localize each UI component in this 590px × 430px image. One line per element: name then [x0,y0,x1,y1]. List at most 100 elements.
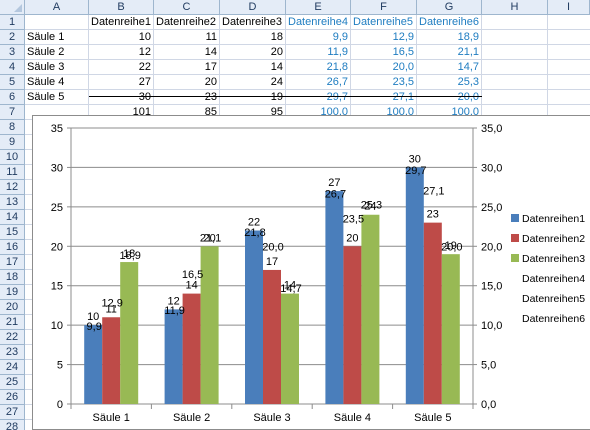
header-cell[interactable]: Datenreihe1 [91,16,151,28]
y2-tick-label: 30,0 [481,162,502,174]
row-header-9[interactable]: 9 [0,135,25,150]
value-cell[interactable]: 22 [138,61,151,73]
value-cell[interactable]: 25,3 [457,76,479,88]
grid-row-line [25,29,590,30]
row-header-23[interactable]: 23 [0,345,25,360]
bar-datenreihen3 [361,214,380,404]
value-cell[interactable]: 21,8 [326,61,348,73]
row-label-cell[interactable]: Säule 4 [27,76,65,88]
bar-datenreihen2 [343,246,362,404]
value-cell[interactable]: 16,5 [392,46,414,58]
secondary-data-label: 16,5 [182,269,203,281]
row-header-5[interactable]: 5 [0,75,25,90]
row-header-4[interactable]: 4 [0,60,25,75]
row-header-22[interactable]: 22 [0,330,25,345]
column-header-b[interactable]: B [89,0,154,15]
column-header-g[interactable]: G [417,0,482,15]
row-header-12[interactable]: 12 [0,180,25,195]
secondary-data-label: 18,9 [119,250,140,262]
value-cell[interactable]: 20 [204,76,217,88]
value-cell[interactable]: 30 [138,91,151,103]
row-header-28[interactable]: 28 [0,420,25,430]
bar-datenreihen1 [164,309,183,404]
secondary-data-label: 29,7 [405,165,426,177]
y-tick-label: 10 [51,320,63,332]
bar-data-label: 24 [364,201,376,213]
bar-data-label: 23 [427,209,439,221]
row-label-cell[interactable]: Säule 2 [27,46,65,58]
value-cell[interactable]: 27,1 [392,91,414,103]
value-cell[interactable]: 18 [270,31,283,43]
column-header-c[interactable]: C [154,0,220,15]
value-cell[interactable]: 21,1 [457,46,479,58]
value-cell[interactable]: 12,9 [392,31,414,43]
row-header-26[interactable]: 26 [0,390,25,405]
header-cell[interactable]: Datenreihe5 [353,16,413,28]
row-header-14[interactable]: 14 [0,210,25,225]
value-cell[interactable]: 11,9 [327,46,348,58]
row-header-6[interactable]: 6 [0,90,25,105]
bar-datenreihen2 [263,269,281,404]
row-header-7[interactable]: 7 [0,105,25,120]
row-label-cell[interactable]: Säule 5 [27,91,65,103]
value-cell[interactable]: 23 [204,91,217,103]
row-header-20[interactable]: 20 [0,300,25,315]
column-header-i[interactable]: I [548,0,590,15]
legend-label: Datenreihen3 [522,253,585,265]
bar-data-label: 22 [248,217,260,229]
column-header-f[interactable]: F [351,0,417,15]
row-header-3[interactable]: 3 [0,45,25,60]
value-cell[interactable]: 20,0 [392,61,414,73]
value-cell[interactable]: 14 [270,61,283,73]
value-cell[interactable]: 10 [138,31,151,43]
value-cell[interactable]: 26,7 [326,76,348,88]
legend-label: Datenreihen6 [522,313,585,325]
row-label-cell[interactable]: Säule 1 [27,31,65,43]
value-cell[interactable]: 27 [138,76,151,88]
row-header-1[interactable]: 1 [0,15,25,30]
header-cell[interactable]: Datenreihe2 [156,16,216,28]
value-cell[interactable]: 14 [204,46,217,58]
value-cell[interactable]: 19 [270,91,283,103]
value-cell[interactable]: 23,5 [392,76,414,88]
value-cell[interactable]: 20 [270,46,283,58]
row-header-8[interactable]: 8 [0,120,25,135]
row-header-2[interactable]: 2 [0,30,25,45]
value-cell[interactable]: 14,7 [457,61,479,73]
value-cell[interactable]: 18,9 [457,31,479,43]
column-header-h[interactable]: H [482,0,548,15]
select-all-corner[interactable] [0,0,25,15]
secondary-data-label: 21,8 [244,227,265,239]
header-cell[interactable]: Datenreihe3 [222,16,282,28]
secondary-data-label: 11,9 [164,305,185,317]
column-header-d[interactable]: D [220,0,286,15]
value-cell[interactable]: 29,7 [326,91,348,103]
value-cell[interactable]: 9,9 [332,31,348,43]
column-chart[interactable]: 0 5 10 15 20 25 30 35 0,0 5,0 10,0 15,0 20,0 25,0 30,0… [32,115,590,430]
row-header-21[interactable]: 21 [0,315,25,330]
legend-label: Datenreihen2 [522,233,585,245]
row-header-19[interactable]: 19 [0,285,25,300]
header-cell[interactable]: Datenreihe4 [288,16,348,28]
bar-data-label: 20 [346,232,358,244]
row-header-18[interactable]: 18 [0,270,25,285]
column-header-a[interactable]: A [25,0,89,15]
value-cell[interactable]: 11 [205,31,217,43]
row-header-15[interactable]: 15 [0,225,25,240]
row-header-24[interactable]: 24 [0,360,25,375]
row-header-13[interactable]: 13 [0,195,25,210]
value-cell[interactable]: 24 [270,76,283,88]
row-header-11[interactable]: 11 [0,165,25,180]
row-header-27[interactable]: 27 [0,405,25,420]
row-header-16[interactable]: 16 [0,240,25,255]
row-label-cell[interactable]: Säule 3 [27,61,65,73]
row-header-10[interactable]: 10 [0,150,25,165]
grid-row-line [25,89,590,90]
value-cell[interactable]: 17 [204,61,217,73]
value-cell[interactable]: 20,0 [457,91,479,103]
column-header-e[interactable]: E [286,0,351,15]
row-header-25[interactable]: 25 [0,375,25,390]
header-cell[interactable]: Datenreihe6 [419,16,479,28]
value-cell[interactable]: 12 [138,46,151,58]
row-header-17[interactable]: 17 [0,255,25,270]
